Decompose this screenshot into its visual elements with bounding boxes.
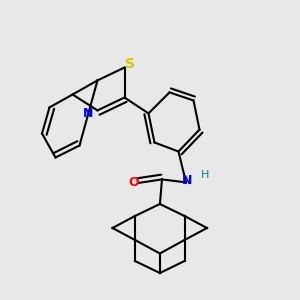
Text: N: N bbox=[83, 107, 94, 120]
Text: N: N bbox=[182, 174, 193, 188]
Text: S: S bbox=[125, 58, 136, 71]
Text: H: H bbox=[201, 170, 209, 180]
Text: O: O bbox=[128, 176, 139, 190]
